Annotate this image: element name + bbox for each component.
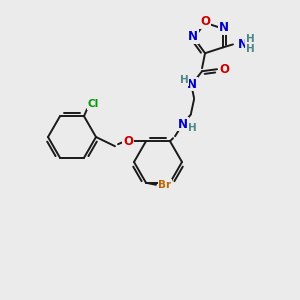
Text: N: N: [187, 78, 197, 91]
Text: H: H: [246, 34, 254, 44]
Text: N: N: [178, 118, 188, 131]
Text: H: H: [246, 44, 254, 54]
Text: O: O: [219, 63, 229, 76]
Text: H: H: [180, 75, 188, 85]
Text: O: O: [123, 135, 133, 148]
Text: N: N: [188, 31, 198, 44]
Text: N: N: [238, 38, 248, 51]
Text: Br: Br: [158, 180, 172, 190]
Text: H: H: [188, 123, 197, 133]
Text: Cl: Cl: [87, 99, 99, 109]
Text: O: O: [200, 15, 210, 28]
Text: N: N: [219, 21, 229, 34]
